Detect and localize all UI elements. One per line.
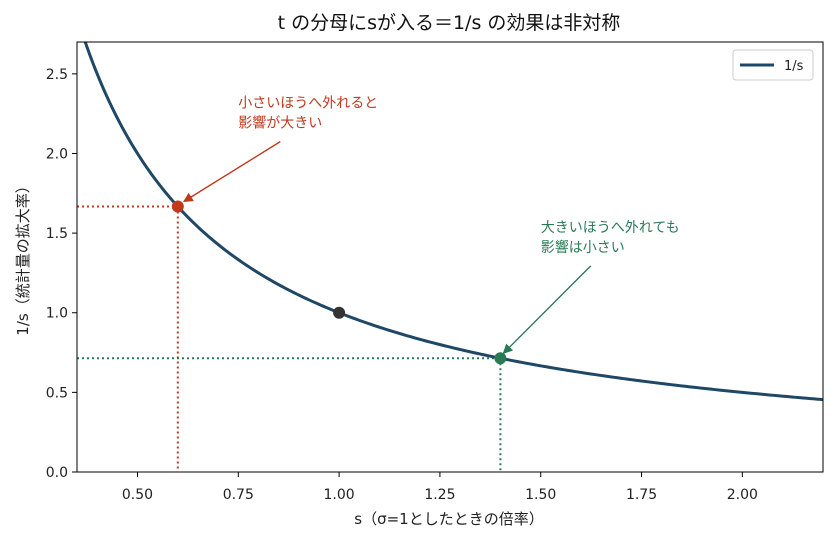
x-tick-label-1: 0.75 — [223, 487, 254, 503]
annotation-small-line-1: 影響が大きい — [238, 115, 322, 132]
y-tick-label-1: 0.5 — [46, 385, 68, 401]
y-tick-label-4: 2.0 — [46, 146, 68, 162]
legend: 1/s — [732, 49, 814, 81]
x-tick-label-3: 1.25 — [424, 487, 455, 503]
y-tick-label-2: 1.0 — [46, 306, 68, 322]
x-tick-label-5: 1.75 — [626, 487, 657, 503]
chart-title: t の分母にsが入る＝1/s の効果は非対称 — [278, 12, 621, 34]
data-point-0 — [171, 200, 184, 213]
x-tick-label-0: 0.50 — [122, 487, 153, 503]
series-line-1-over-s — [83, 42, 823, 402]
y-tick-label-5: 2.5 — [46, 67, 68, 83]
y-tick-label-3: 1.5 — [46, 226, 68, 242]
x-tick-label-6: 2.00 — [727, 487, 758, 503]
plot-frame — [76, 41, 824, 473]
annotation-arrow-small — [182, 141, 281, 203]
data-point-1 — [333, 306, 346, 319]
annotation-large-line-0: 大きいほうへ外れても — [541, 220, 680, 236]
x-tick-label-2: 1.00 — [324, 487, 355, 503]
y-axis-label: 1/s（統計量の拡大率） — [14, 178, 32, 335]
y-tick-label-0: 0.0 — [46, 465, 68, 481]
plot-area — [77, 42, 823, 472]
x-axis-label: s（σ=1としたときの倍率） — [354, 510, 543, 528]
x-tick-label-4: 1.50 — [525, 487, 556, 503]
annotation-large-line-1: 影響は小さい — [541, 239, 625, 256]
annotation-small-line-0: 小さいほうへ外れると — [238, 96, 378, 112]
legend-label: 1/s — [784, 59, 804, 74]
data-point-2 — [494, 352, 507, 365]
annotation-arrow-large — [502, 265, 592, 354]
